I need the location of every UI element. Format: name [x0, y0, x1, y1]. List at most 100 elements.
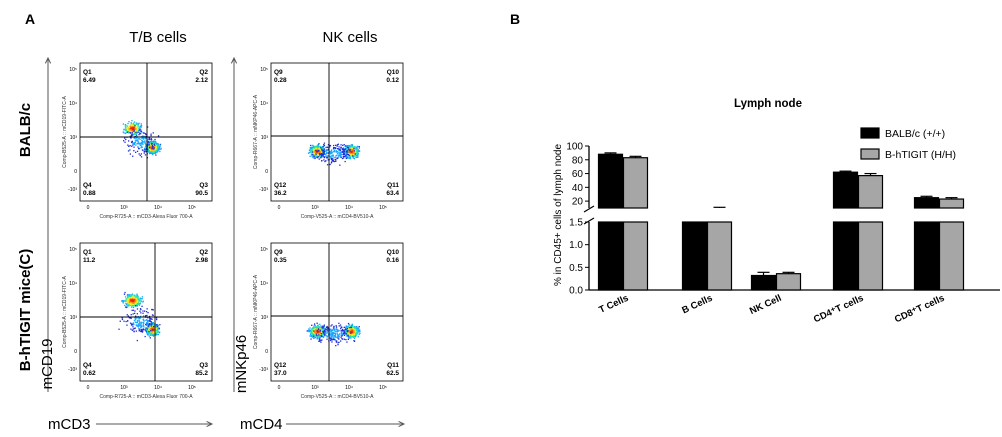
density-dot [141, 331, 144, 333]
density-dot [138, 329, 141, 331]
density-dot [135, 319, 137, 321]
density-dot [153, 141, 155, 143]
density-dot [143, 141, 145, 143]
density-dot [326, 156, 328, 159]
flow-plot-2: Q90.28Q100.12Q1236.2Q1163.410⁵10⁴10³0-10… [253, 62, 404, 220]
density-dot [354, 147, 356, 150]
density-dot [350, 330, 353, 333]
density-dot [148, 150, 150, 152]
density-dot [326, 164, 329, 166]
panel-a-letter: A [25, 11, 35, 27]
density-dot [153, 324, 156, 326]
density-dot [135, 315, 137, 317]
density-dot [138, 328, 140, 330]
density-dot [140, 301, 142, 303]
density-dot [147, 326, 149, 329]
density-dot [349, 151, 351, 153]
density-dot [159, 143, 162, 146]
density-dot [155, 317, 158, 319]
density-dot [336, 144, 339, 146]
density-dot [321, 332, 323, 334]
density-dot [142, 301, 144, 303]
density-dot [319, 332, 321, 334]
density-dot [348, 333, 350, 335]
density-dot [148, 335, 150, 337]
density-dot [131, 329, 133, 331]
density-dot [338, 322, 340, 324]
x-tick-label: 0 [87, 385, 90, 391]
density-dot [346, 330, 348, 332]
quadrant-value: 0.88 [83, 190, 96, 197]
density-dot [131, 145, 133, 147]
density-dot [150, 318, 152, 320]
density-dot [350, 327, 352, 329]
density-dot [329, 144, 331, 147]
density-dot [132, 299, 134, 301]
x-tick-label: 0 [278, 205, 281, 211]
density-dot [348, 328, 350, 330]
density-dot [309, 329, 311, 331]
density-dot [332, 151, 334, 153]
density-dot [152, 141, 154, 143]
density-dot [324, 153, 326, 155]
density-dot [135, 303, 137, 305]
density-dot [123, 293, 126, 295]
density-dot [127, 144, 129, 146]
density-dot [145, 146, 148, 148]
quadrant-value: 63.4 [386, 190, 399, 197]
density-dot [315, 148, 317, 151]
density-dot [147, 145, 149, 148]
flow-plot-frame [270, 62, 404, 202]
density-dot [151, 144, 154, 147]
density-dot [351, 148, 353, 150]
density-dot [141, 142, 144, 144]
quadrant-value: 2.12 [195, 77, 208, 84]
density-dot [129, 129, 131, 131]
density-dot [310, 328, 313, 330]
density-dot [347, 335, 349, 337]
density-dot [325, 153, 327, 156]
density-dot [339, 156, 341, 158]
density-dot [318, 152, 320, 155]
density-dot [348, 334, 350, 336]
density-dot [152, 328, 154, 331]
density-dot [135, 317, 137, 319]
density-dot [342, 144, 344, 146]
density-dot [150, 330, 152, 332]
density-dot [349, 335, 351, 337]
density-dot [332, 155, 334, 158]
density-dot [130, 328, 132, 330]
y-tick-label: 10⁵ [260, 67, 268, 73]
density-dot [350, 151, 353, 153]
density-dot [153, 326, 155, 328]
density-dot [337, 143, 339, 145]
density-dot [140, 126, 142, 128]
density-dot [314, 330, 316, 332]
density-dot [140, 308, 142, 311]
density-dot [128, 121, 130, 123]
density-dot [349, 155, 351, 158]
density-dot [336, 151, 339, 153]
density-dot [341, 157, 344, 160]
density-dot [358, 150, 360, 152]
density-dot [137, 297, 139, 300]
density-dot [132, 126, 134, 129]
density-dot [155, 143, 157, 146]
density-dot [155, 154, 157, 156]
density-dot [142, 325, 144, 327]
density-dot [323, 144, 326, 147]
density-dot [142, 324, 144, 326]
density-dot [138, 318, 140, 320]
density-dot [357, 330, 360, 332]
density-dot [152, 146, 154, 148]
density-dot [354, 152, 356, 154]
density-dot [126, 300, 128, 302]
density-dot [152, 153, 154, 156]
density-dot [142, 330, 144, 332]
density-dot [147, 139, 149, 141]
density-dot [313, 335, 315, 337]
density-dot [355, 147, 357, 150]
density-dot [147, 334, 149, 336]
density-dot [339, 148, 341, 150]
density-dot [317, 156, 320, 158]
